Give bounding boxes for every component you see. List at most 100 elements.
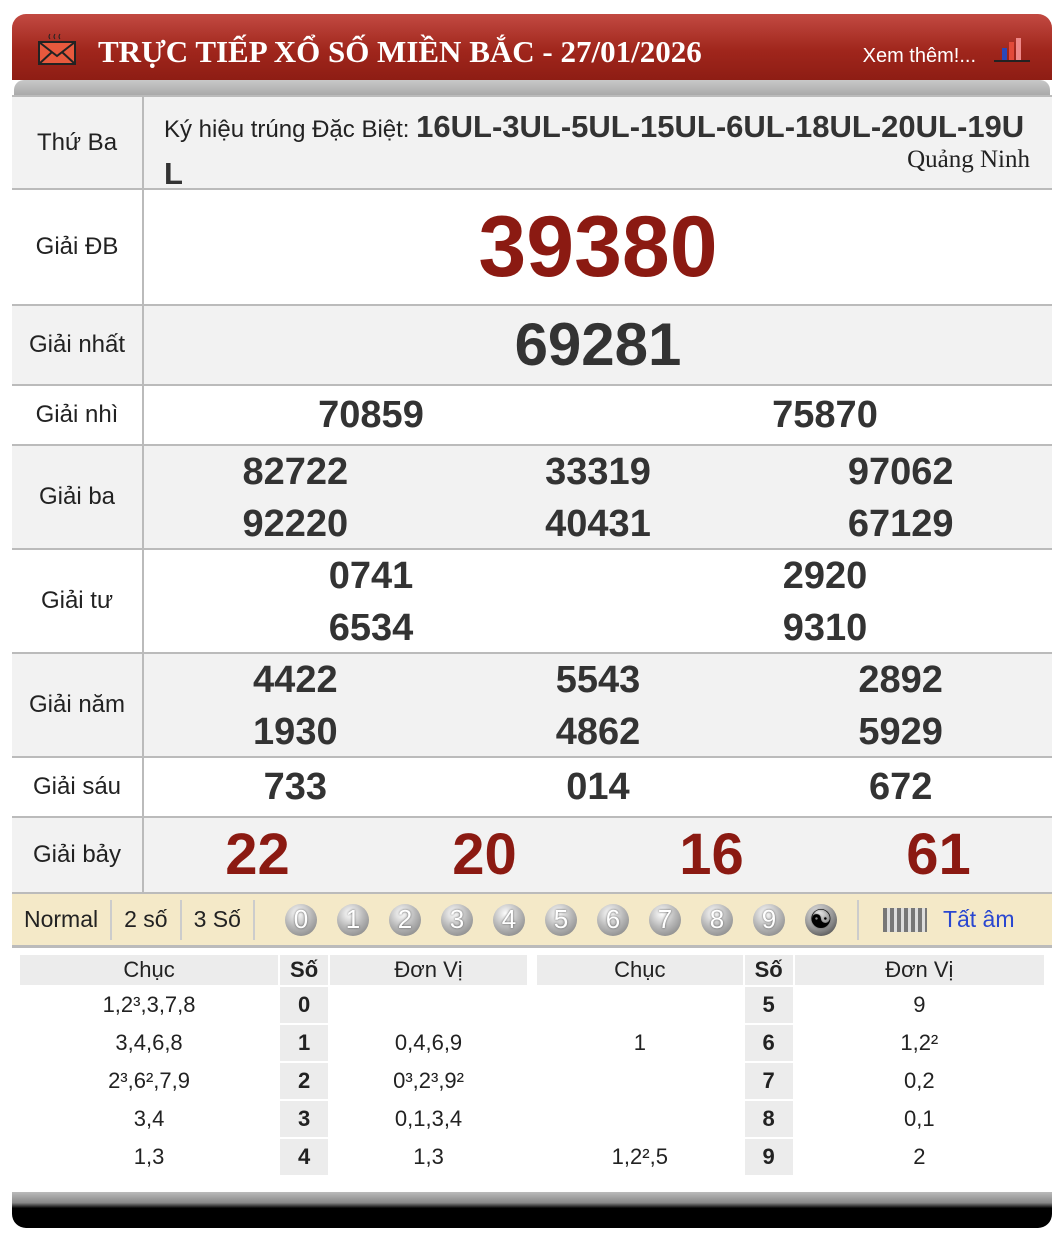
loto-don-vi: 0,1,3,4 — [330, 1101, 527, 1137]
loto-chuc: 3,4 — [20, 1101, 279, 1137]
prize-label: Giải ba — [12, 446, 144, 548]
loto-chuc: 1 — [537, 1025, 743, 1061]
loto-so: 1 — [280, 1025, 329, 1061]
prize-number: 6534 — [328, 607, 414, 649]
prize-number: 39380 — [478, 199, 718, 295]
prize-number: 5929 — [858, 711, 943, 753]
header-band — [14, 80, 1050, 95]
table-row: 1,2²,5 9 2 — [537, 1139, 1044, 1175]
prize-row-nhat: Giải nhất 69281 — [12, 306, 1052, 386]
page-title: TRỰC TIẾP XỔ SỐ MIỀN BẮC - 27/01/2026 — [98, 34, 702, 69]
prize-row-nhi: Giải nhì 70859 75870 — [12, 386, 1052, 446]
loto-chuc: 2³,6²,7,9 — [20, 1063, 279, 1099]
loto-chuc — [537, 987, 743, 1023]
digit-filter-2[interactable]: 2 — [388, 903, 421, 936]
symbol-value: 16UL-3UL-5UL-15UL-6UL-18UL-20UL-19UL — [164, 109, 1025, 191]
prize-number: 2920 — [782, 555, 868, 597]
loto-header: Số — [280, 955, 329, 985]
results-widget: TRỰC TIẾP XỔ SỐ MIỀN BẮC - 27/01/2026 Xe… — [12, 14, 1052, 1228]
prize-number: 69281 — [514, 311, 682, 378]
loto-don-vi — [330, 987, 527, 1023]
loto-chuc — [537, 1063, 743, 1099]
digit-filter-3[interactable]: 3 — [440, 903, 473, 936]
yin-yang-icon[interactable]: ☯ — [804, 903, 837, 936]
loto-so: 7 — [744, 1063, 793, 1099]
loto-chuc: 1,3 — [20, 1139, 279, 1175]
loto-so: 4 — [280, 1139, 329, 1175]
loto-so: 0 — [280, 987, 329, 1023]
prize-number: 2892 — [858, 659, 943, 701]
loto-so: 9 — [744, 1139, 793, 1175]
loto-tables: Chục Số Đơn Vị 1,2³,3,7,8 0 3,4,6,8 1 0,4,6,9 2³… — [12, 948, 1052, 1177]
loto-don-vi: 0³,2³,9² — [330, 1063, 527, 1099]
table-row: 1,3 4 1,3 — [20, 1139, 527, 1175]
loto-so: 6 — [744, 1025, 793, 1061]
prize-number: 61 — [906, 822, 971, 887]
loto-don-vi: 0,1 — [794, 1101, 1044, 1137]
loto-don-vi: 0,4,6,9 — [330, 1025, 527, 1061]
loto-chuc: 3,4,6,8 — [20, 1025, 279, 1061]
loto-table-right: Chục Số Đơn Vị 5 9 1 6 1,2² 7 0,2 8 0,1 1,2²,5 9 2 — [535, 953, 1046, 1177]
prize-label: Giải năm — [12, 654, 144, 756]
digit-filter-5[interactable]: 5 — [544, 903, 577, 936]
mode-button[interactable]: 3 Số — [182, 899, 255, 940]
prize-label: Giải bảy — [12, 818, 144, 892]
prize-number: 16 — [679, 822, 744, 887]
prize-number: 22 — [225, 822, 290, 887]
prize-number: 67129 — [847, 503, 954, 545]
prize-number: 82722 — [242, 451, 349, 493]
digit-filter-6[interactable]: 6 — [596, 903, 629, 936]
prize-label: Giải sáu — [12, 758, 144, 816]
loto-header: Đơn Vị — [794, 955, 1044, 985]
prize-label: Giải nhì — [12, 386, 144, 444]
all-link[interactable]: Tất âm — [942, 906, 1015, 932]
prize-label: Giải tư — [12, 550, 144, 652]
table-row: 8 0,1 — [537, 1101, 1044, 1137]
filter-toolbar: Normal 2 số 3 Số 0 1 2 3 4 5 6 7 8 9 ☯ Tất âm — [12, 894, 1052, 948]
prize-number: 75870 — [772, 394, 878, 436]
loto-don-vi: 2 — [794, 1139, 1044, 1175]
table-row: 1 6 1,2² — [537, 1025, 1044, 1061]
prize-number: 20 — [452, 822, 517, 887]
table-row: 2³,6²,7,9 2 0³,2³,9² — [20, 1063, 527, 1099]
prize-row-sau: Giải sáu 733 014 672 — [12, 758, 1052, 818]
bar-chart-icon[interactable] — [994, 36, 1030, 62]
loto-don-vi: 9 — [794, 987, 1044, 1023]
digit-filter-4[interactable]: 4 — [492, 903, 525, 936]
loto-chuc: 1,2²,5 — [537, 1139, 743, 1175]
loto-chuc — [537, 1101, 743, 1137]
loto-header: Số — [744, 955, 793, 985]
prize-row-nam: Giải năm 4422 5543 2892 1930 4862 5929 — [12, 654, 1052, 758]
loto-so: 2 — [280, 1063, 329, 1099]
prize-number: 92220 — [242, 503, 349, 545]
table-row: 3,4 3 0,1,3,4 — [20, 1101, 527, 1137]
loto-table-left: Chục Số Đơn Vị 1,2³,3,7,8 0 3,4,6,8 1 0,4,6,9 2³… — [18, 953, 529, 1177]
mode-button[interactable]: 2 số — [112, 899, 182, 940]
prize-label: Giải nhất — [12, 306, 144, 384]
digit-filter-8[interactable]: 8 — [700, 903, 733, 936]
mail-icon — [38, 33, 76, 65]
loto-header: Chục — [537, 955, 743, 985]
table-row: 3,4,6,8 1 0,4,6,9 — [20, 1025, 527, 1061]
loto-header: Đơn Vị — [330, 955, 527, 985]
prize-number: 014 — [566, 766, 630, 808]
prize-number: 4862 — [555, 711, 641, 753]
digit-filter-1[interactable]: 1 — [336, 903, 369, 936]
prize-number: 40431 — [545, 503, 651, 545]
loto-header: Chục — [20, 955, 279, 985]
footer-bar — [12, 1192, 1052, 1228]
digit-filter-7[interactable]: 7 — [648, 903, 681, 936]
prize-number: 97062 — [847, 451, 954, 493]
digit-filter-9[interactable]: 9 — [752, 903, 785, 936]
mode-button[interactable]: Normal — [12, 899, 113, 940]
prize-number: 1930 — [253, 711, 338, 753]
more-link[interactable]: Xem thêm!... — [862, 45, 976, 67]
table-row: 1,2³,3,7,8 0 — [20, 987, 527, 1023]
loto-so: 8 — [744, 1101, 793, 1137]
digit-filter-0[interactable]: 0 — [284, 903, 317, 936]
prize-label: Giải ĐB — [12, 190, 144, 304]
prize-row-db: Giải ĐB 39380 — [12, 190, 1052, 306]
prize-number: 0741 — [328, 555, 414, 597]
prize-row-bay: Giải bảy 22 20 16 61 — [12, 818, 1052, 894]
